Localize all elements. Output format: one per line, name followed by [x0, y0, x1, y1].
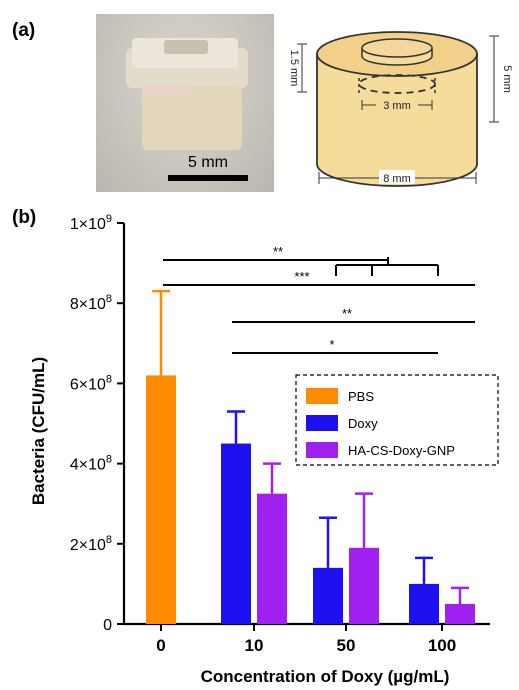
bar-PBS-0 — [146, 375, 176, 624]
outer-height-label: 5 mm — [501, 65, 512, 93]
scaffold-photo: 5 mm — [96, 14, 274, 192]
y-tick-label: 8×108 — [70, 293, 112, 313]
bar-HA-CS-Doxy-GNP-10 — [257, 493, 287, 624]
legend-box — [295, 374, 499, 466]
x-tick-label: 10 — [245, 636, 264, 655]
y-tick-label: 4×108 — [70, 454, 112, 474]
legend-label: PBS — [348, 389, 374, 404]
x-axis-label: Concentration of Doxy (µg/mL) — [201, 667, 450, 686]
panel-a-label: (a) — [12, 20, 36, 41]
significance-label: * — [329, 337, 334, 352]
x-tick-label: 0 — [156, 636, 165, 655]
bar-Doxy-100 — [409, 583, 439, 624]
inner-height-label: 1.5 mm — [288, 50, 300, 87]
legend-swatch — [306, 388, 338, 404]
bar-Doxy-50 — [313, 567, 343, 624]
y-axis-label: Bacteria (CFU/mL) — [29, 357, 48, 505]
chart-bars — [146, 289, 475, 624]
y-tick-label: 6×108 — [70, 373, 112, 393]
significance-label: ** — [273, 244, 283, 259]
scale-bar — [168, 175, 248, 181]
y-tick-label: 1×109 — [70, 213, 112, 233]
panel-b-label: (b) — [12, 207, 37, 228]
chart-legend: PBS Doxy HA-CS-Doxy-GNP — [295, 374, 499, 466]
scaffold-shape — [126, 38, 248, 150]
y-tick-label: 0 — [103, 617, 112, 634]
scale-bar-label: 5 mm — [188, 154, 228, 171]
legend-swatch — [306, 415, 338, 431]
bar-Doxy-10 — [221, 443, 251, 624]
bar-HA-CS-Doxy-GNP-100 — [445, 603, 475, 624]
significance-brackets: ******** — [163, 244, 475, 354]
legend-label: HA-CS-Doxy-GNP — [348, 443, 455, 458]
legend-swatch — [306, 442, 338, 458]
outer-diameter-label: 8 mm — [383, 173, 411, 185]
legend-label: Doxy — [348, 416, 378, 431]
significance-label: ** — [342, 306, 352, 321]
inner-diameter-label: 3 mm — [383, 100, 411, 112]
significance-label: *** — [294, 269, 309, 284]
x-tick-label: 100 — [428, 636, 456, 655]
chart-axes: 0 2×108 4×108 6×108 8×108 1×109 0 10 50 100 — [70, 213, 490, 655]
y-tick-label: 2×108 — [70, 534, 112, 554]
scaffold-diagram: 3 mm 1.5 mm 5 mm 8 mm — [288, 31, 512, 187]
x-tick-label: 50 — [337, 636, 356, 655]
bar-HA-CS-Doxy-GNP-50 — [349, 547, 379, 624]
